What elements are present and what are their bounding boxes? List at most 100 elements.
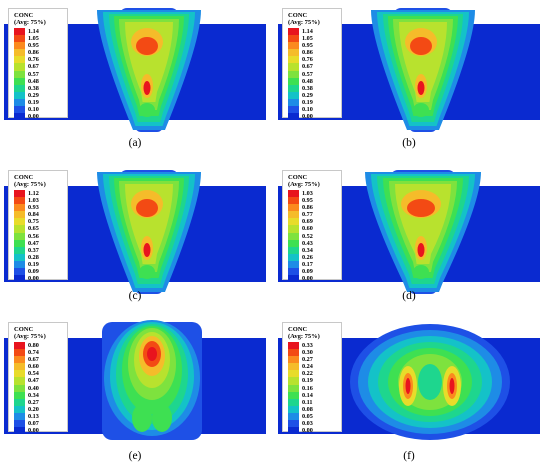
contour-panel-c: CONC (Avg: 75%) 1.12 1.03 0.93 0.84 0.75 0.65…	[4, 168, 266, 318]
contour-plot	[278, 170, 540, 294]
panel-label: (e)	[128, 450, 142, 462]
legend-swatch	[288, 204, 299, 212]
legend-value: 0.57	[302, 70, 313, 78]
legend-row: 0.19	[288, 377, 313, 385]
legend-value: 0.84	[28, 211, 39, 219]
legend-value: 0.33	[302, 342, 313, 349]
legend-swatch	[14, 225, 25, 233]
legend-value: 0.38	[28, 84, 39, 92]
peak-conc-zone	[143, 243, 151, 257]
legend-row: 0.74	[14, 349, 39, 357]
contour-plot	[4, 8, 266, 132]
legend-row: 0.38	[288, 84, 313, 92]
legend-swatch	[14, 275, 25, 283]
legend-swatch	[288, 218, 299, 226]
legend-row: 0.20	[14, 405, 39, 413]
legend-swatch	[14, 190, 25, 198]
legend-value: 0.07	[28, 420, 39, 428]
panel-label: (d)	[402, 290, 416, 302]
legend-subtitle: (Avg: 75%)	[14, 19, 46, 26]
root-zone	[139, 265, 155, 279]
legend-row: 0.93	[14, 204, 39, 212]
legend-row: 0.08	[288, 405, 313, 413]
legend-row: 0.77	[288, 211, 313, 219]
legend-value: 0.03	[302, 420, 313, 428]
legend: CONC (Avg: 75%) 1.14 1.05 0.95 0.86 0.76 0.67…	[282, 8, 342, 121]
contour-panel-f: CONC (Avg: 75%) 0.33 0.30 0.27 0.24 0.22 0.19…	[278, 320, 540, 470]
legend-row: 0.28	[14, 253, 39, 261]
legend-value: 0.67	[28, 356, 39, 364]
legend-row: 0.67	[288, 63, 313, 71]
legend-swatch	[14, 370, 25, 378]
legend-subtitle: (Avg: 75%)	[288, 333, 320, 340]
legend-row: 0.29	[14, 91, 39, 99]
legend-swatch	[288, 49, 299, 57]
legend-swatch	[288, 98, 299, 107]
legend-row: 0.19	[14, 260, 39, 269]
legend-value: 0.80	[28, 342, 39, 349]
legend-row: 0.14	[288, 391, 313, 399]
legend-swatch	[288, 246, 299, 254]
legend-row: 0.09	[14, 268, 39, 276]
legend-swatch	[288, 197, 299, 205]
legend-row: 1.14	[14, 28, 39, 36]
legend-row: 0.69	[288, 218, 313, 226]
legend-value: 0.00	[302, 275, 313, 283]
legend-value: 0.29	[28, 91, 39, 99]
legend-row: 0.17	[288, 260, 313, 269]
legend-swatch	[14, 260, 25, 269]
legend-row: 0.47	[14, 239, 39, 247]
legend-value: 0.60	[302, 225, 313, 233]
legend-swatch	[288, 363, 299, 371]
legend-row: 0.24	[288, 363, 313, 371]
legend-swatch	[14, 246, 25, 254]
legend-swatch	[14, 77, 25, 85]
root-lobe	[152, 404, 172, 432]
legend-value: 0.20	[28, 405, 39, 413]
legend-swatch	[288, 28, 299, 36]
legend-row: 0.19	[288, 98, 313, 107]
legend-value: 0.47	[28, 239, 39, 247]
legend-swatch	[14, 342, 25, 350]
peak-conc-zone	[410, 37, 432, 55]
legend-value: 0.26	[302, 253, 313, 261]
legend-row: 0.86	[288, 204, 313, 212]
legend-value: 0.75	[28, 218, 39, 226]
legend-row: 0.95	[288, 42, 313, 50]
legend-swatch	[14, 420, 25, 428]
legend-value: 0.19	[28, 260, 39, 268]
legend-value: 1.14	[28, 28, 39, 35]
legend-row: 0.76	[288, 56, 313, 64]
legend-value: 0.13	[28, 412, 39, 420]
legend-subtitle: (Avg: 75%)	[14, 333, 46, 340]
contour-panel-d: CONC (Avg: 75%) 1.03 0.95 0.86 0.77 0.69 0.60…	[278, 168, 540, 318]
legend-value: 0.76	[28, 56, 39, 64]
legend-swatch	[288, 232, 299, 240]
legend-swatch	[288, 420, 299, 428]
legend-swatch	[14, 56, 25, 64]
legend-row: 0.48	[288, 77, 313, 85]
legend: CONC (Avg: 75%) 1.14 1.05 0.95 0.86 0.76 0.67…	[8, 8, 68, 121]
legend-swatch	[14, 211, 25, 219]
legend-value: 0.10	[28, 106, 39, 114]
legend-swatch	[288, 106, 299, 114]
legend-swatch	[288, 253, 299, 261]
legend-value: 0.69	[302, 218, 313, 226]
legend-value: 0.27	[302, 356, 313, 364]
legend-swatch	[14, 218, 25, 226]
legend-row: 1.05	[288, 35, 313, 43]
legend-value: 0.00	[28, 113, 39, 121]
legend-swatch	[14, 91, 25, 99]
legend-value: 0.22	[302, 370, 313, 378]
legend-value: 0.60	[28, 363, 39, 371]
legend-swatch	[14, 232, 25, 240]
legend-row: 0.03	[288, 420, 313, 428]
legend-swatch	[14, 412, 25, 421]
legend-swatch	[14, 398, 25, 406]
legend-value: 0.00	[302, 427, 313, 435]
contour-band	[147, 347, 157, 361]
legend-row: 0.95	[14, 42, 39, 50]
legend-row: 0.10	[288, 106, 313, 114]
legend-value: 0.67	[302, 63, 313, 71]
legend-swatch	[288, 349, 299, 357]
